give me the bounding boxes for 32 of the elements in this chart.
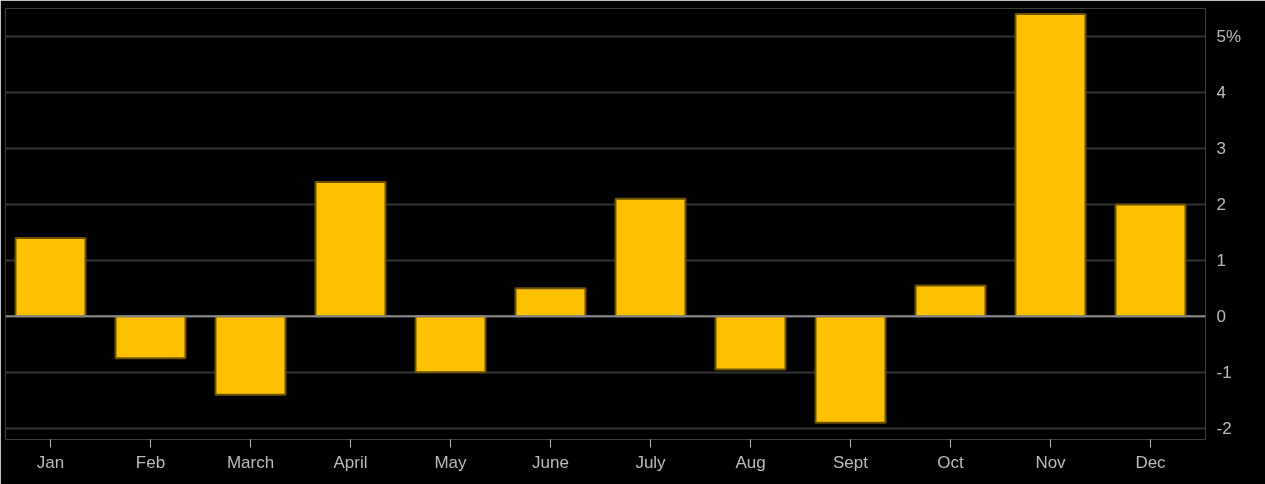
y-tick-label: 5% bbox=[1216, 26, 1242, 46]
bar bbox=[914, 284, 987, 318]
x-tick-label: Feb bbox=[135, 452, 166, 472]
bar bbox=[1014, 13, 1087, 318]
bar bbox=[614, 197, 687, 318]
x-tick-label: May bbox=[434, 452, 468, 472]
bar bbox=[314, 181, 387, 318]
y-tick-label: -1 bbox=[1216, 362, 1232, 382]
y-tick-label: 2 bbox=[1216, 194, 1226, 214]
x-tick-label: Oct bbox=[937, 452, 964, 472]
y-tick-label: 0 bbox=[1216, 306, 1226, 326]
bar bbox=[814, 315, 887, 424]
bar bbox=[14, 236, 87, 318]
bar bbox=[514, 287, 587, 318]
x-tick-label: Nov bbox=[1035, 452, 1067, 472]
x-tick-label: Aug bbox=[735, 452, 766, 472]
x-tick-label: July bbox=[635, 452, 667, 472]
x-tick-label: March bbox=[226, 452, 275, 472]
bar bbox=[414, 315, 487, 374]
x-tick-label: April bbox=[333, 452, 368, 472]
bar bbox=[714, 315, 787, 371]
y-tick-label: -2 bbox=[1216, 418, 1232, 438]
y-tick-label: 1 bbox=[1216, 250, 1226, 270]
x-tick-label: Dec bbox=[1135, 452, 1167, 472]
bar bbox=[214, 315, 287, 396]
bar bbox=[114, 315, 187, 360]
x-tick-label: Jan bbox=[36, 452, 65, 472]
y-tick-label: 3 bbox=[1216, 138, 1226, 158]
bar bbox=[1114, 203, 1187, 318]
x-tick-label: Sept bbox=[833, 452, 869, 472]
x-tick-label: June bbox=[532, 452, 569, 472]
y-tick-label: 4 bbox=[1216, 82, 1226, 102]
